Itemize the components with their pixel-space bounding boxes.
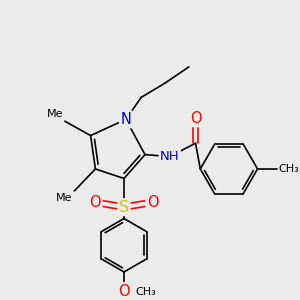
Text: O: O <box>90 195 101 210</box>
Text: CH₃: CH₃ <box>278 164 299 174</box>
Text: O: O <box>190 111 201 126</box>
Text: S: S <box>119 200 129 214</box>
Text: Me: Me <box>56 193 73 203</box>
Text: N: N <box>121 112 131 127</box>
Text: Me: Me <box>46 109 63 119</box>
Text: O: O <box>118 284 130 298</box>
Text: NH: NH <box>160 150 180 163</box>
Text: O: O <box>147 195 158 210</box>
Text: CH₃: CH₃ <box>135 287 156 297</box>
